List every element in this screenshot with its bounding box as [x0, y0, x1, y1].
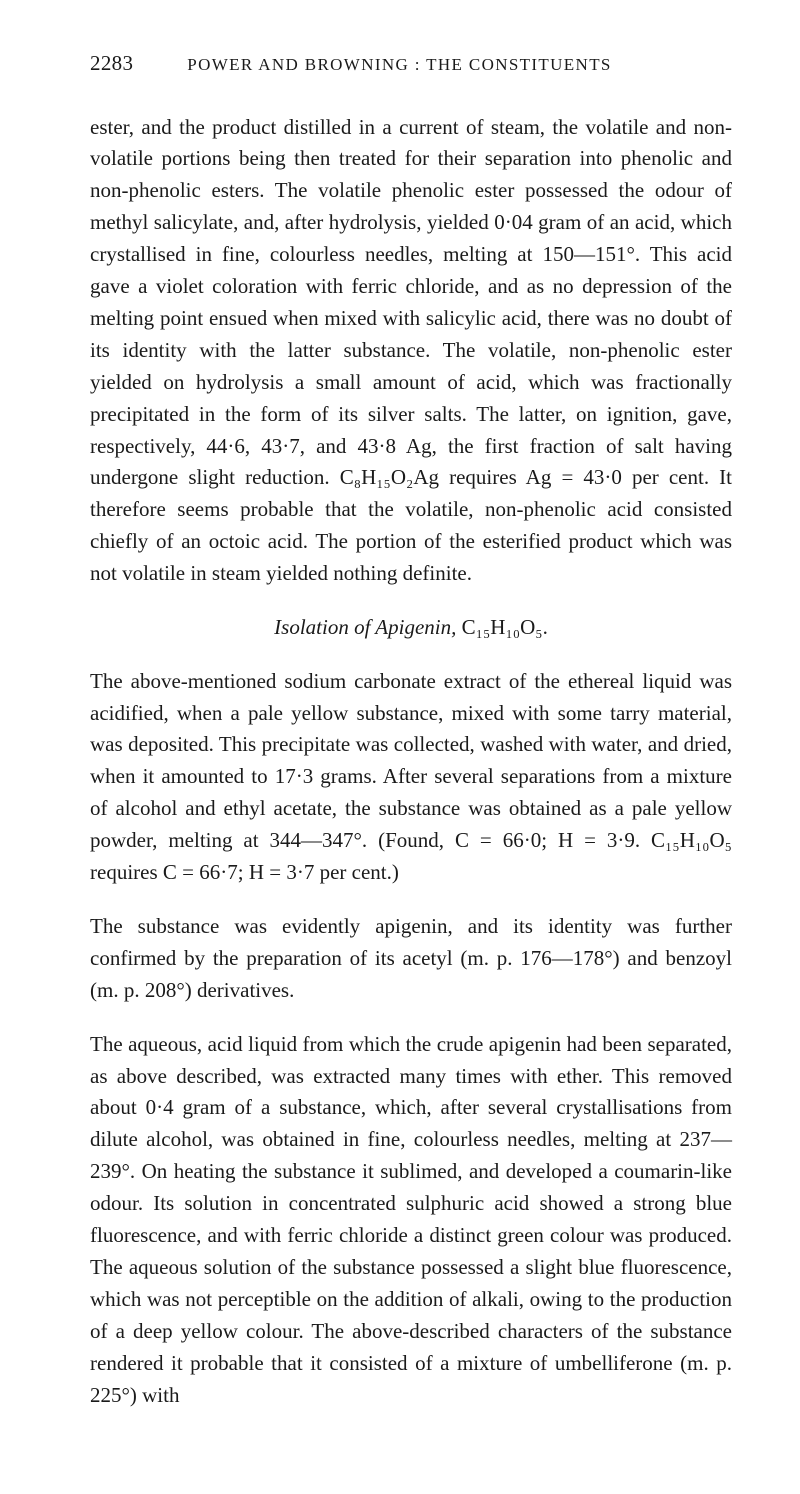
- page-title: POWER AND BROWNING : THE CONSTITUENTS: [187, 52, 611, 78]
- paragraph-3: The substance was evidently apigenin, an…: [90, 911, 732, 1007]
- page-container: 2283 POWER AND BROWNING : THE CONSTITUEN…: [0, 0, 800, 1494]
- section-title-text: Isolation of Apigenin,: [274, 615, 456, 639]
- paragraph-2: The above-mentioned sodium carbonate ext…: [90, 666, 732, 889]
- section-title-formula: C₁₅H₁₀O₅.: [456, 615, 547, 639]
- paragraph-4: The aqueous, acid liquid from which the …: [90, 1029, 732, 1412]
- paragraph-1: ester, and the product distilled in a cu…: [90, 112, 732, 591]
- page-number: 2283: [90, 48, 133, 80]
- page-header: 2283 POWER AND BROWNING : THE CONSTITUEN…: [90, 48, 732, 80]
- section-title: Isolation of Apigenin, C₁₅H₁₀O₅.: [90, 612, 732, 644]
